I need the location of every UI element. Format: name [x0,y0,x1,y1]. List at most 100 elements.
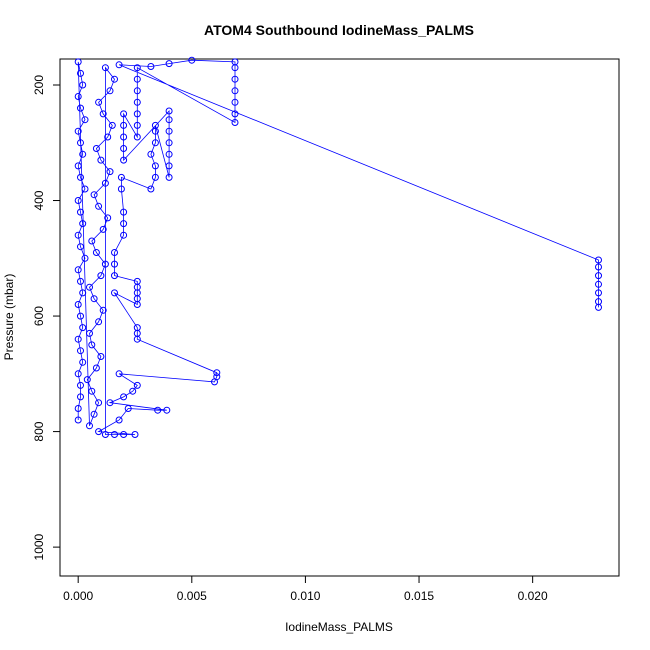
data-point [77,277,84,285]
data-point [101,64,109,72]
data-point [99,225,107,233]
data-point [147,63,155,70]
data-point [120,220,128,228]
data-point [92,145,100,152]
data-point [165,173,173,181]
x-tick-label: 0.005 [177,589,207,603]
data-point [595,263,602,271]
data-point [106,399,114,407]
data-point [115,61,123,69]
data-point [74,93,82,100]
data-point [595,256,602,264]
data-point [120,393,128,401]
y-tick-label: 600 [32,306,46,326]
data-point [77,69,84,77]
y-axis: 200 400 600 800 1000 [32,75,61,560]
data-point [120,231,128,239]
data-point [165,60,173,68]
data-point [77,104,84,112]
data-point [95,98,103,106]
data-point [165,139,173,147]
data-point [79,81,87,89]
data-point [101,431,109,438]
data-point [88,387,96,395]
data-point [115,370,123,378]
data-point [111,272,118,280]
data-point [120,208,128,216]
data-point [77,243,84,251]
data-point [74,416,82,424]
data-point [124,405,132,412]
x-tick-label: 0.010 [290,589,320,603]
data-point [74,266,82,274]
data-point [111,431,118,438]
data-point [595,289,602,297]
data-point [77,381,84,389]
data-point [133,64,141,72]
data-point [74,335,82,343]
data-point [77,312,84,320]
data-point [90,410,98,418]
data-point [120,145,128,152]
data-point [133,98,141,106]
data-point [88,237,96,245]
data-point [111,289,118,297]
data-point [133,87,141,95]
data-point [74,162,82,170]
data-point [213,369,221,377]
y-tick-label: 1000 [32,533,46,560]
data-point [77,173,84,181]
data-point [95,428,103,436]
data-point [188,56,196,64]
x-axis: 0.000 0.005 0.010 0.015 0.020 [63,575,548,603]
data-point [147,150,155,158]
data-point [120,133,128,141]
data-point [74,301,82,308]
data-point [92,249,100,256]
data-point [151,121,159,129]
data-point [111,75,118,83]
data-point [120,156,128,164]
data-point [117,173,125,181]
data-point [74,197,82,204]
x-tick-label: 0.015 [404,589,434,603]
data-point [595,272,602,280]
data-point [163,406,171,414]
data-point [133,381,141,389]
data-point [81,254,89,262]
data-point [97,353,105,360]
data-point [165,162,173,170]
data-point [77,393,84,401]
data-point [86,329,93,337]
data-point [151,162,159,170]
data-point [95,399,103,407]
data-point [131,431,139,438]
data-point [81,185,89,193]
data-point [74,127,82,135]
data-point [79,324,87,332]
data-point [115,416,123,424]
data-point [154,406,162,414]
data-point [79,289,87,297]
data-point [88,341,96,349]
data-point [101,260,109,268]
data-point [213,373,221,381]
data-point [86,422,93,430]
data-point [133,277,141,285]
data-point [77,139,84,147]
data-point [595,280,602,288]
data-point [133,75,141,83]
data-point [74,58,82,66]
data-point [133,121,141,129]
data-point [95,202,103,210]
data-point [165,107,173,115]
data-point [111,249,118,256]
data-point [151,173,159,181]
data-point [86,283,93,291]
data-point [111,260,118,268]
data-point [129,387,137,395]
data-point [99,110,107,118]
data-point [101,179,109,187]
y-axis-label: Pressure (mbar) [2,274,16,361]
